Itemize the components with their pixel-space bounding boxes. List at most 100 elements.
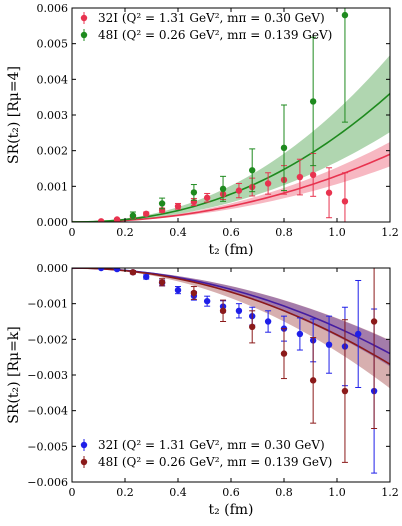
y-tick-label: 0.006: [37, 2, 69, 15]
marker: [97, 218, 105, 222]
fit-band-2: [72, 55, 390, 222]
marker: [158, 200, 166, 207]
marker: [341, 11, 349, 19]
marker: [249, 167, 256, 174]
data-point: [341, 172, 349, 222]
plot-area: [72, 8, 390, 222]
data-point: [143, 273, 150, 281]
chart-panel-1: 0 0.2 0.4 0.6 0.8 1.0 1.2 0.000 0.001 0.002 0.003 0…: [6, 2, 399, 258]
data-point: [264, 172, 272, 195]
data-point: [219, 175, 227, 202]
y-tick-label: 0.002: [37, 145, 69, 158]
data-point: [341, 319, 349, 463]
x-tick-label: 0.2: [116, 226, 134, 239]
x-tick-label: 0.6: [222, 486, 240, 499]
marker: [235, 307, 243, 314]
legend-entry-2: 48I (Q² = 0.26 GeV², mπ = 0.139 GeV): [80, 28, 332, 42]
data-point: [341, 8, 349, 123]
chart-panel-2: 0 0.2 0.4 0.6 0.8 1.0 1.2 −0.006 −0.005 −0.004 −0.…: [6, 262, 399, 518]
marker: [264, 318, 272, 325]
data-point: [280, 104, 288, 192]
data-point: [309, 36, 317, 167]
x-tick-label: 0.8: [275, 226, 293, 239]
x-tick-label: 0: [69, 486, 76, 499]
data-point: [97, 218, 105, 222]
marker: [309, 98, 317, 105]
legend-label: 32I (Q² = 1.31 GeV², mπ = 0.30 GeV): [98, 11, 325, 25]
fit-band-2: [72, 268, 390, 389]
marker: [309, 377, 317, 384]
marker: [370, 318, 378, 325]
marker: [190, 189, 198, 196]
data-point: [264, 310, 272, 333]
marker: [190, 289, 198, 297]
marker: [219, 307, 227, 314]
data-point: [190, 286, 198, 300]
data-point: [249, 310, 256, 344]
marker: [325, 341, 333, 348]
marker: [174, 203, 182, 210]
marker: [219, 185, 227, 193]
data-point: [190, 184, 198, 201]
legend-marker: [80, 458, 88, 466]
x-tick-label: 0.4: [169, 226, 187, 239]
data-point: [370, 268, 378, 429]
y-tick-label: 0.003: [37, 109, 69, 122]
x-axis-label: t₂ (fm): [208, 502, 253, 518]
legend-label: 48I (Q² = 0.26 GeV², mπ = 0.139 GeV): [98, 455, 332, 469]
data-point: [203, 192, 211, 203]
data-point: [296, 158, 304, 196]
legend-entry-2: 48I (Q² = 0.26 GeV², mπ = 0.139 GeV): [80, 455, 332, 469]
y-axis-label: SR(t₂) [Rμ=k]: [6, 326, 22, 424]
data-point: [296, 317, 304, 351]
marker: [174, 286, 182, 294]
marker: [235, 187, 243, 194]
marker: [280, 144, 288, 152]
x-tick-label: 0: [69, 226, 76, 239]
y-tick-label: −0.003: [27, 369, 68, 382]
y-tick-label: 0.001: [37, 180, 69, 193]
data-point: [129, 211, 137, 220]
x-tick-label: 0.2: [116, 486, 134, 499]
marker: [355, 330, 362, 338]
data-point: [355, 279, 362, 388]
marker: [97, 268, 105, 272]
x-tick-label: 1.0: [328, 486, 346, 499]
data-point: [325, 315, 333, 374]
data-point: [219, 299, 227, 322]
x-tick-label: 1.0: [328, 226, 346, 239]
marker: [129, 269, 137, 276]
legend-marker: [80, 31, 88, 39]
legend-entry-1: 32I (Q² = 1.31 GeV², mπ = 0.30 GeV): [80, 11, 325, 25]
x-tick-label: 0.6: [222, 226, 240, 239]
data-point: [280, 328, 288, 380]
marker: [264, 180, 272, 187]
y-tick-label: −0.004: [27, 405, 68, 418]
marker: [143, 210, 150, 217]
data-point: [143, 210, 150, 217]
fit-band-1: [72, 268, 390, 367]
marker: [158, 279, 166, 286]
marker: [341, 387, 349, 395]
legend-marker: [80, 441, 88, 449]
y-tick-label: −0.001: [27, 298, 68, 311]
legend-marker: [80, 14, 88, 22]
legend-entry-1: 32I (Q² = 1.31 GeV², mπ = 0.30 GeV): [80, 438, 325, 452]
y-tick-label: 0.000: [37, 216, 69, 229]
marker: [249, 323, 256, 331]
marker: [203, 194, 211, 201]
marker: [341, 198, 349, 205]
data-point: [203, 295, 211, 307]
data-point: [235, 182, 243, 199]
y-tick-label: −0.006: [27, 476, 68, 489]
x-axis-label: t₂ (fm): [208, 242, 253, 258]
y-axis-label: SR(t₂) [Rμ=4]: [6, 66, 22, 164]
data-point: [235, 303, 243, 319]
marker: [296, 330, 304, 338]
data-point: [174, 286, 182, 295]
data-point: [174, 202, 182, 210]
marker: [113, 268, 121, 273]
data-point: [158, 197, 166, 210]
legend-label: 48I (Q² = 0.26 GeV², mπ = 0.139 GeV): [98, 28, 332, 42]
